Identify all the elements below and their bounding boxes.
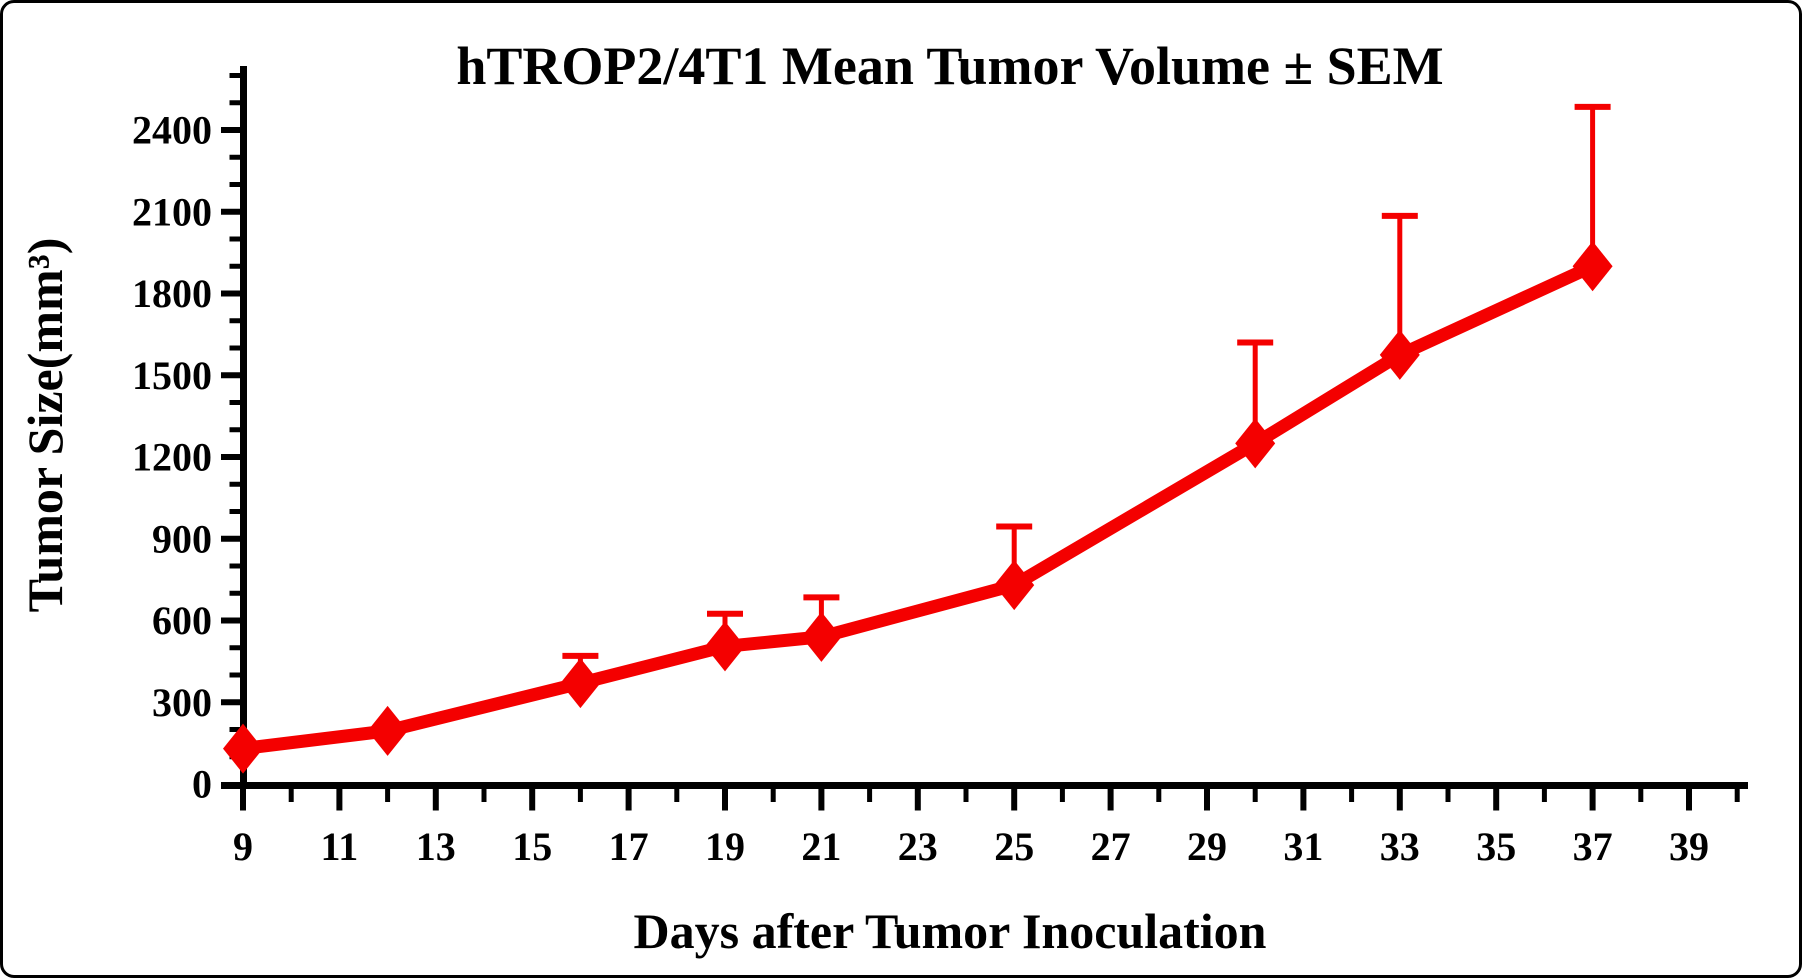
x-tick-label: 23 bbox=[898, 824, 938, 869]
data-point-marker bbox=[801, 611, 842, 662]
data-point-marker bbox=[223, 723, 263, 774]
x-tick-label: 33 bbox=[1380, 824, 1420, 869]
data-point-marker bbox=[560, 658, 601, 709]
y-tick-label: 600 bbox=[152, 598, 212, 643]
x-tick-label: 17 bbox=[609, 824, 649, 869]
x-tick-label: 37 bbox=[1573, 824, 1613, 869]
y-tick-label: 300 bbox=[152, 680, 212, 725]
x-tick-label: 39 bbox=[1669, 824, 1709, 869]
data-point-marker bbox=[367, 705, 408, 756]
data-point-marker bbox=[705, 621, 745, 672]
x-tick-label: 27 bbox=[1091, 824, 1131, 869]
data-point-marker bbox=[1572, 241, 1613, 292]
x-tick-label: 25 bbox=[994, 824, 1034, 869]
y-tick-label: 2100 bbox=[132, 189, 212, 234]
x-tick-label: 21 bbox=[801, 824, 841, 869]
x-tick-label: 31 bbox=[1283, 824, 1323, 869]
data-point-marker bbox=[1235, 418, 1276, 469]
x-axis-title: Days after Tumor Inoculation bbox=[634, 903, 1267, 959]
x-tick-label: 19 bbox=[705, 824, 745, 869]
y-tick-label: 1200 bbox=[132, 435, 212, 480]
y-tick-label: 1500 bbox=[132, 353, 212, 398]
y-axis-title: Tumor Size(mm³) bbox=[17, 238, 73, 613]
y-tick-label: 2400 bbox=[132, 108, 212, 153]
y-tick-label: 0 bbox=[192, 762, 212, 807]
x-tick-label: 13 bbox=[416, 824, 456, 869]
y-tick-label: 1800 bbox=[132, 271, 212, 316]
x-tick-label: 35 bbox=[1476, 824, 1516, 869]
chart-title: hTROP2/4T1 Mean Tumor Volume ± SEM bbox=[456, 36, 1443, 96]
x-tick-label: 15 bbox=[512, 824, 552, 869]
x-tick-label: 9 bbox=[233, 824, 253, 869]
data-point-marker bbox=[994, 560, 1035, 611]
x-tick-label: 11 bbox=[321, 824, 359, 869]
series-line bbox=[242, 260, 1596, 756]
data-point-marker bbox=[1379, 329, 1420, 380]
y-tick-label: 900 bbox=[152, 516, 212, 561]
x-tick-label: 29 bbox=[1187, 824, 1227, 869]
